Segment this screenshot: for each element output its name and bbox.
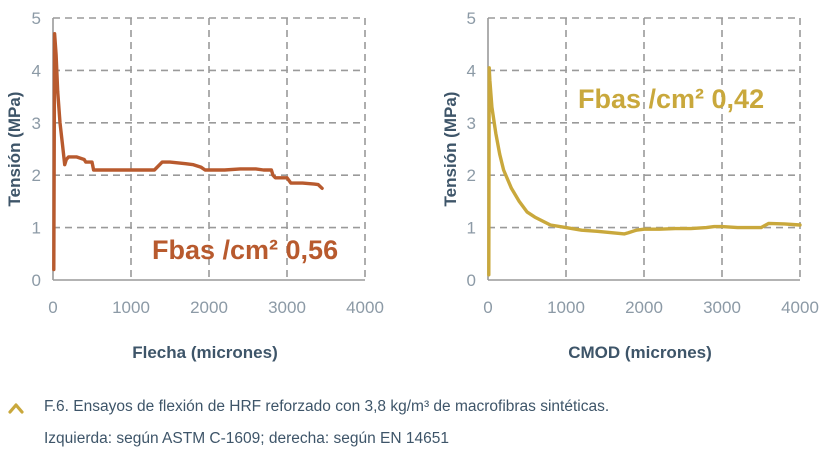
x-tick-label: 4000: [346, 298, 384, 317]
y-tick-label: 4: [32, 61, 41, 80]
chevron-up-icon: [8, 403, 24, 414]
x-tick-label: 2000: [190, 298, 228, 317]
y-tick-label: 5: [467, 9, 476, 28]
y-axis-label: Tensión (MPa): [5, 92, 24, 207]
x-tick-label: 3000: [268, 298, 306, 317]
y-tick-label: 5: [32, 9, 41, 28]
chart-cmod: 0 1 2 3 4 5 0 1000 2000 3000 4000 Tensión (MPa) CMOD…: [441, 9, 819, 362]
series-line-0: [487, 66, 802, 277]
y-tick-label: 4: [467, 61, 476, 80]
x-tick-label: 3000: [703, 298, 741, 317]
figure-caption-line-1: F.6. Ensayos de flexión de HRF reforzado…: [44, 398, 610, 415]
y-tick-label: 3: [32, 114, 41, 133]
y-tick-label: 0: [32, 271, 41, 290]
y-tick-label: 0: [467, 271, 476, 290]
y-tick-label: 2: [32, 166, 41, 185]
chart-flecha: 0 1 2 3 4 5 0 1000 2000 3000 4000 Tensión (MPa) Flec…: [5, 9, 384, 362]
y-tick-label: 3: [467, 114, 476, 133]
series-line-0: [52, 32, 324, 272]
x-tick-label: 1000: [547, 298, 585, 317]
chart-annotation: Fbas /cm² 0,42: [578, 84, 764, 114]
chart-annotation: Fbas /cm² 0,56: [152, 235, 338, 265]
x-tick-label: 2000: [625, 298, 663, 317]
x-axis-label: CMOD (micrones): [568, 343, 712, 362]
x-tick-label: 0: [48, 298, 57, 317]
figure-caption-line-2: Izquierda: según ASTM C-1609; derecha: s…: [44, 430, 449, 447]
x-axis-label: Flecha (micrones): [132, 343, 278, 362]
x-tick-label: 4000: [781, 298, 819, 317]
y-tick-label: 1: [32, 219, 41, 238]
y-tick-label: 2: [467, 166, 476, 185]
y-tick-label: 1: [467, 219, 476, 238]
y-axis-label: Tensión (MPa): [441, 92, 460, 207]
x-tick-label: 0: [483, 298, 492, 317]
x-tick-label: 1000: [112, 298, 150, 317]
